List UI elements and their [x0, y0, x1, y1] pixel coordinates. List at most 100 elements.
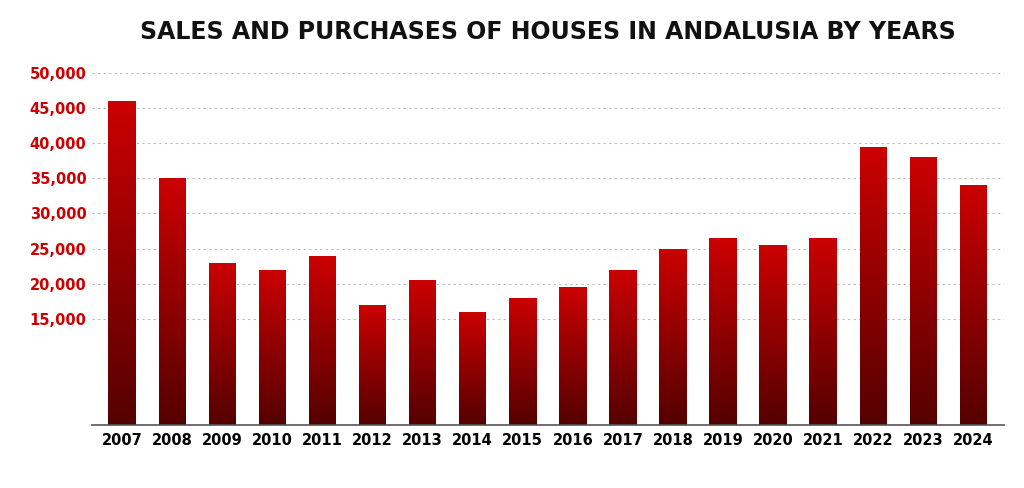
- Bar: [559, 382, 587, 383]
- Bar: [259, 270, 286, 271]
- Bar: [409, 349, 436, 350]
- Bar: [308, 301, 336, 302]
- Bar: [459, 408, 486, 409]
- Bar: [509, 406, 537, 407]
- Bar: [760, 260, 787, 261]
- Bar: [159, 250, 186, 252]
- Bar: [609, 402, 637, 403]
- Bar: [159, 331, 186, 333]
- Bar: [259, 338, 286, 339]
- Bar: [308, 337, 336, 338]
- Bar: [209, 319, 237, 320]
- Bar: [659, 317, 687, 318]
- Bar: [159, 191, 186, 193]
- Bar: [909, 261, 937, 262]
- Bar: [609, 354, 637, 355]
- Bar: [609, 319, 637, 320]
- Bar: [810, 323, 837, 324]
- Bar: [308, 300, 336, 301]
- Bar: [959, 316, 987, 318]
- Bar: [760, 380, 787, 382]
- Bar: [760, 307, 787, 308]
- Bar: [109, 382, 136, 384]
- Bar: [659, 361, 687, 363]
- Bar: [810, 265, 837, 266]
- Bar: [209, 410, 237, 411]
- Bar: [760, 321, 787, 322]
- Bar: [109, 174, 136, 176]
- Bar: [209, 294, 237, 295]
- Bar: [659, 251, 687, 252]
- Bar: [509, 315, 537, 316]
- Bar: [810, 309, 837, 310]
- Bar: [760, 367, 787, 368]
- Bar: [109, 157, 136, 159]
- Bar: [909, 269, 937, 271]
- Bar: [909, 307, 937, 308]
- Bar: [659, 415, 687, 416]
- Bar: [659, 266, 687, 267]
- Bar: [259, 381, 286, 382]
- Bar: [760, 360, 787, 361]
- Bar: [659, 253, 687, 254]
- Bar: [659, 335, 687, 337]
- Bar: [409, 321, 436, 322]
- Bar: [409, 294, 436, 295]
- Bar: [959, 212, 987, 214]
- Bar: [109, 241, 136, 243]
- Bar: [409, 288, 436, 289]
- Bar: [609, 401, 637, 402]
- Bar: [609, 285, 637, 286]
- Bar: [159, 178, 186, 180]
- Bar: [859, 423, 887, 425]
- Bar: [710, 262, 737, 263]
- Bar: [959, 240, 987, 241]
- Bar: [159, 247, 186, 249]
- Bar: [659, 334, 687, 335]
- Bar: [459, 404, 486, 405]
- Bar: [159, 290, 186, 291]
- Bar: [659, 338, 687, 339]
- Bar: [959, 423, 987, 425]
- Bar: [609, 321, 637, 323]
- Bar: [109, 314, 136, 317]
- Bar: [859, 378, 887, 380]
- Bar: [559, 298, 587, 299]
- Bar: [509, 402, 537, 403]
- Bar: [659, 346, 687, 347]
- Bar: [259, 422, 286, 423]
- Bar: [559, 340, 587, 341]
- Bar: [209, 391, 237, 392]
- Bar: [609, 364, 637, 365]
- Bar: [760, 276, 787, 277]
- Bar: [509, 408, 537, 409]
- Bar: [609, 305, 637, 306]
- Bar: [109, 217, 136, 220]
- Bar: [308, 386, 336, 387]
- Bar: [509, 379, 537, 380]
- Bar: [459, 331, 486, 332]
- Bar: [409, 357, 436, 358]
- Bar: [909, 216, 937, 218]
- Bar: [810, 361, 837, 363]
- Bar: [509, 415, 537, 416]
- Bar: [409, 323, 436, 324]
- Bar: [209, 266, 237, 267]
- Bar: [358, 359, 386, 360]
- Bar: [760, 355, 787, 356]
- Bar: [559, 352, 587, 353]
- Bar: [109, 282, 136, 284]
- Bar: [760, 351, 787, 353]
- Bar: [609, 308, 637, 309]
- Bar: [509, 331, 537, 332]
- Bar: [609, 300, 637, 301]
- Bar: [409, 303, 436, 304]
- Bar: [159, 316, 186, 318]
- Bar: [509, 302, 537, 303]
- Bar: [209, 285, 237, 286]
- Bar: [159, 196, 186, 198]
- Bar: [409, 382, 436, 383]
- Bar: [609, 367, 637, 368]
- Bar: [159, 302, 186, 303]
- Bar: [209, 333, 237, 334]
